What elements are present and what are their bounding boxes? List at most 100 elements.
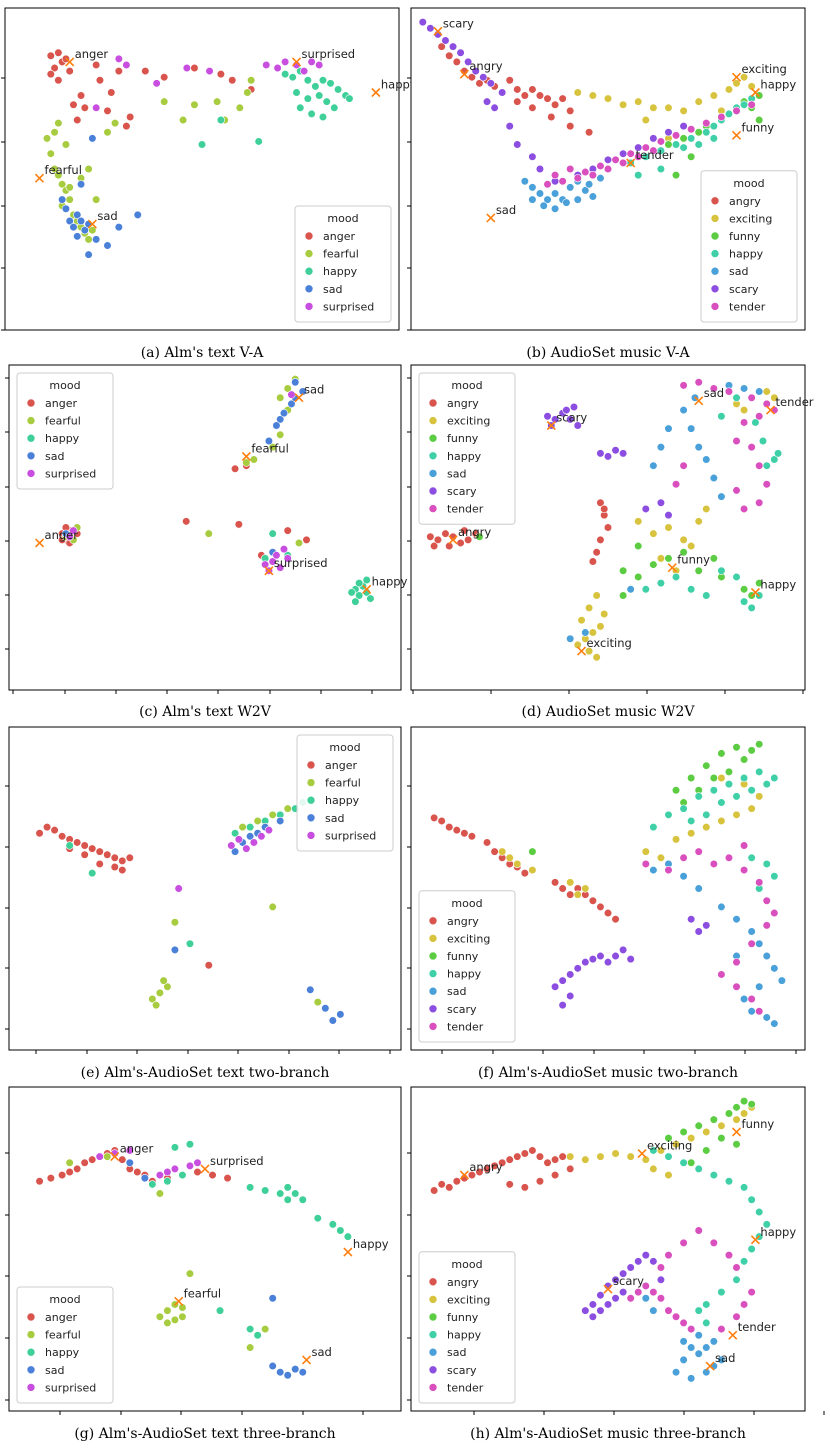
point-tender	[634, 152, 643, 161]
point-funny	[671, 171, 681, 180]
point-tender	[550, 171, 560, 180]
point-exciting	[702, 1127, 711, 1137]
point-funny	[732, 1103, 741, 1112]
point-sad	[283, 1371, 292, 1380]
point-anger	[92, 60, 101, 70]
legend-label-anger: anger	[323, 230, 355, 243]
point-scary	[448, 42, 458, 51]
point-tender	[664, 865, 673, 875]
point-sad	[528, 183, 537, 192]
centroid-marker	[731, 72, 742, 82]
legend-label-surprised: surprised	[325, 829, 376, 842]
point-tender	[747, 939, 756, 948]
legend-swatch-happy	[428, 969, 438, 978]
centroid-exciting: exciting	[576, 636, 632, 656]
point-anger	[46, 51, 55, 60]
legend-label-tender: tender	[447, 1020, 484, 1033]
point-happy	[694, 1164, 703, 1174]
series-angry	[426, 498, 613, 566]
point-exciting	[724, 85, 734, 94]
point-happy	[215, 1306, 225, 1315]
legend-label-scary: scary	[729, 283, 759, 296]
point-sad	[103, 241, 112, 250]
legend-swatch-fearful	[26, 416, 36, 425]
series-scary	[418, 18, 688, 186]
point-exciting	[717, 816, 726, 826]
point-funny	[694, 1121, 703, 1130]
point-exciting	[732, 79, 741, 88]
point-funny	[679, 1127, 688, 1137]
legend-label-tender: tender	[447, 503, 484, 516]
point-sad	[69, 223, 78, 232]
point-funny	[664, 1134, 673, 1143]
panel-c: sad fearful anger surprised happy mood anger fe…	[5, 364, 408, 720]
point-fearful	[213, 97, 222, 106]
point-angry	[437, 816, 446, 826]
point-angry	[482, 838, 492, 847]
point-happy	[216, 115, 225, 125]
legend-label-happy: happy	[447, 450, 482, 463]
point-angry	[445, 541, 454, 551]
legend-swatch-angry	[428, 1277, 438, 1287]
point-happy	[283, 1195, 292, 1204]
point-surprised	[205, 66, 214, 76]
series-happy	[649, 767, 779, 893]
point-anger	[88, 1155, 97, 1164]
legend-swatch-happy	[710, 249, 720, 258]
point-fearful	[65, 1158, 74, 1167]
legend-swatch-funny	[428, 433, 438, 443]
point-anger	[95, 859, 104, 869]
legend-label-happy: happy	[45, 432, 80, 445]
point-exciting	[641, 847, 650, 856]
point-happy	[351, 597, 360, 606]
point-tender	[634, 1288, 643, 1297]
point-sad	[543, 195, 552, 204]
series-tender	[641, 841, 779, 1016]
point-happy	[197, 140, 207, 149]
series-sad	[58, 134, 142, 259]
point-tender	[588, 171, 597, 180]
point-sad	[641, 1294, 650, 1303]
point-angry	[498, 1158, 507, 1167]
point-funny	[709, 1115, 718, 1124]
point-anger	[118, 865, 127, 875]
point-exciting	[649, 1164, 658, 1174]
legend-swatch-tender	[428, 504, 438, 513]
point-fearful	[294, 538, 304, 548]
centroid-marker	[110, 1152, 120, 1162]
caption-a: (a) Alm's text V-A	[141, 345, 265, 361]
point-happy	[747, 1244, 756, 1254]
point-sad	[566, 183, 575, 192]
point-tender	[641, 859, 650, 869]
point-sad	[539, 201, 548, 210]
point-angry	[520, 869, 529, 878]
point-anger	[35, 829, 44, 838]
centroid-marker	[705, 1361, 715, 1371]
point-funny	[475, 532, 484, 541]
point-sad	[61, 204, 71, 213]
point-surprised	[249, 838, 258, 847]
point-tender	[755, 878, 764, 887]
point-anger	[230, 464, 240, 473]
point-exciting	[634, 517, 643, 526]
plot-area-g	[8, 1086, 402, 1412]
point-fearful	[159, 976, 168, 985]
point-angry	[588, 557, 597, 566]
point-fearful	[148, 994, 157, 1004]
point-happy	[148, 1180, 157, 1189]
point-funny	[747, 746, 756, 755]
point-surprised	[193, 1158, 202, 1167]
point-sad	[656, 443, 666, 452]
point-surprised	[155, 1170, 164, 1180]
centroid-label: scary	[443, 16, 474, 30]
point-exciting	[649, 103, 658, 112]
point-fearful	[84, 164, 93, 174]
point-angry	[611, 915, 620, 924]
point-fearful	[170, 1315, 180, 1324]
point-happy	[328, 1220, 337, 1229]
series-happy	[649, 1146, 771, 1328]
point-fearful	[246, 1343, 255, 1352]
point-anger	[73, 1164, 82, 1174]
point-happy	[307, 109, 316, 119]
point-happy	[755, 1207, 764, 1217]
